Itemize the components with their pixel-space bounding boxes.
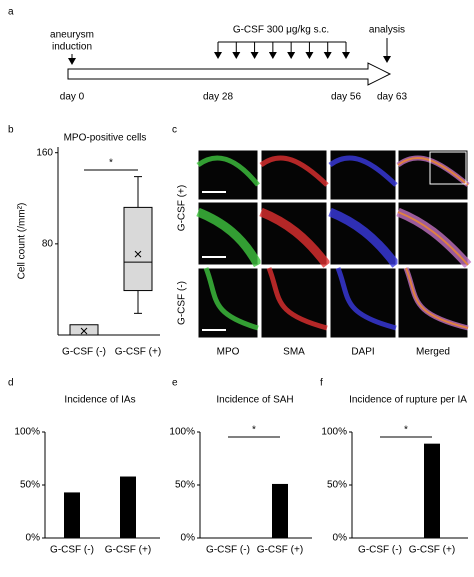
bar xyxy=(120,476,136,538)
significance-label: * xyxy=(404,425,408,436)
tissue xyxy=(335,267,397,331)
panel-label: f xyxy=(320,378,323,389)
panel-label: d xyxy=(8,378,14,389)
y-axis-label: Cell count (/mm²) xyxy=(17,203,28,280)
y-tick-label: 160 xyxy=(36,147,53,158)
y-tick-label: 100% xyxy=(14,427,40,438)
bar xyxy=(272,483,288,538)
tissue xyxy=(397,211,469,266)
x-tick-label: G-CSF (-) xyxy=(62,347,106,358)
panel-label: c xyxy=(172,125,177,136)
tissue xyxy=(328,207,400,268)
chart-title: MPO-positive cells xyxy=(64,133,147,144)
timeline-arrow xyxy=(67,62,392,86)
tissue xyxy=(397,156,469,186)
x-tick-label: G-CSF (+) xyxy=(115,347,161,358)
column-label: MPO xyxy=(217,347,240,358)
panel-label: e xyxy=(172,378,178,389)
tissue xyxy=(328,155,398,187)
panel-label: a xyxy=(8,7,14,18)
day-label: day 63 xyxy=(377,92,407,103)
chart-title: Incidence of IAs xyxy=(64,395,135,406)
treatment-label: G-CSF 300 μg/kg s.c. xyxy=(233,25,329,36)
column-label: SMA xyxy=(283,347,305,358)
bar xyxy=(424,443,440,538)
y-tick-label: 80 xyxy=(42,238,54,249)
y-tick-label: 50% xyxy=(327,480,347,491)
x-tick-label: G-CSF (+) xyxy=(257,545,303,556)
x-tick-label: G-CSF (-) xyxy=(206,545,250,556)
micrographs xyxy=(196,149,472,339)
significance-label: * xyxy=(252,425,256,436)
tissue xyxy=(196,155,260,187)
row-label: G-CSF (-) xyxy=(177,281,188,325)
mean-marker xyxy=(80,327,88,335)
significance-label: * xyxy=(109,158,113,169)
y-tick-label: 0% xyxy=(333,533,348,544)
day-label: day 0 xyxy=(60,92,85,103)
inset-box xyxy=(429,151,467,185)
box xyxy=(69,324,99,336)
induction-label: induction xyxy=(52,42,92,53)
tissue xyxy=(405,267,469,329)
y-tick-label: 100% xyxy=(169,427,195,438)
bar xyxy=(64,492,80,538)
tissue xyxy=(259,155,329,187)
y-tick-label: 50% xyxy=(20,480,40,491)
x-tick-label: G-CSF (+) xyxy=(105,545,151,556)
column-label: DAPI xyxy=(351,347,374,358)
tissue xyxy=(259,207,331,268)
x-tick-label: G-CSF (+) xyxy=(409,545,455,556)
y-tick-label: 0% xyxy=(26,533,41,544)
y-tick-label: 0% xyxy=(181,533,196,544)
x-tick-label: G-CSF (-) xyxy=(358,545,402,556)
day-label: day 56 xyxy=(331,92,361,103)
mean-marker xyxy=(134,250,142,258)
day-label: day 28 xyxy=(203,92,233,103)
panel-label: b xyxy=(8,125,14,136)
chart-title: Incidence of SAH xyxy=(216,395,293,406)
column-label: Merged xyxy=(416,347,450,358)
dose-arrows xyxy=(214,42,350,59)
y-tick-label: 100% xyxy=(321,427,347,438)
y-tick-label: 50% xyxy=(175,480,195,491)
induction-label: aneurysm xyxy=(50,30,94,41)
chart-title: Incidence of rupture per IA xyxy=(349,395,467,406)
x-tick-label: G-CSF (-) xyxy=(50,545,94,556)
analysis-label: analysis xyxy=(369,25,405,36)
tissue xyxy=(196,207,262,268)
box xyxy=(123,206,153,292)
tissue xyxy=(266,267,328,331)
row-label: G-CSF (+) xyxy=(177,185,188,231)
tissue xyxy=(203,267,259,331)
